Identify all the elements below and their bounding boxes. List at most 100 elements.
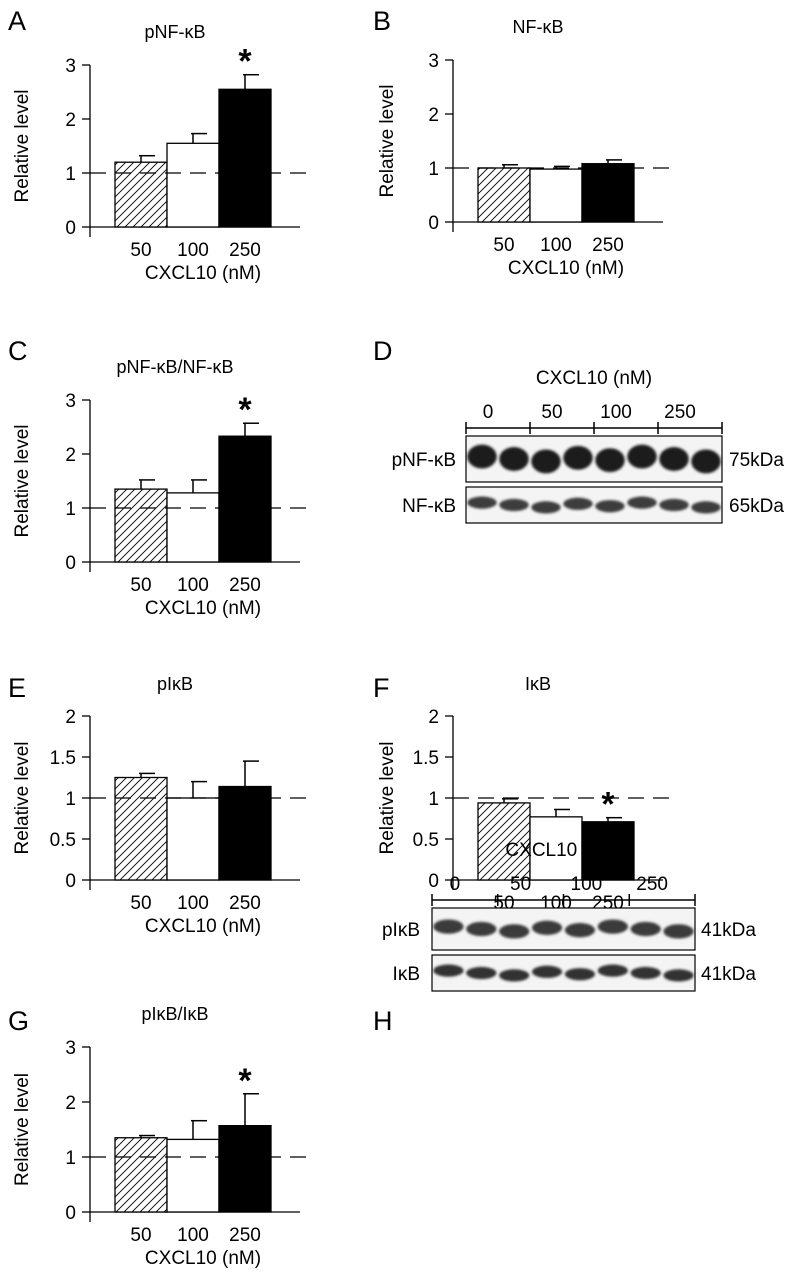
y-tick-label-g: 2 [65,1093,76,1114]
y-axis-label-f: Relative level [377,742,398,855]
blot-size-label-h: 41kDa [701,920,756,941]
blot-band-d [659,498,689,512]
x-axis-label-e: CXCL10 (nM) [145,916,261,937]
chart-title-b: NF-κB [513,17,564,37]
y-axis-label-g: Relative level [12,1073,33,1186]
y-axis-label-b: Relative level [377,85,398,198]
bar-a-250 [218,88,272,228]
blot-title-d: CXCL10 (nM) [536,368,652,389]
blot-band-d [627,444,657,469]
y-tick-label-g: 1 [65,1148,76,1169]
blot-band-h [531,920,563,935]
blot-band-d [691,449,721,474]
lane-group-label-h: 250 [636,874,668,895]
y-tick-label-a: 1 [65,164,76,185]
y-tick-label-e: 0.5 [50,830,76,851]
y-tick-label-e: 1 [65,789,76,810]
x-axis-label-g: CXCL10 (nM) [145,1248,261,1269]
y-tick-label-f: 2 [428,707,439,728]
bar-e-50 [114,776,168,881]
blot-band-h [663,924,694,939]
y-tick-label-c: 0 [65,553,76,574]
x-axis-label-a: CXCL10 (nM) [145,263,261,284]
significance-marker-a: * [238,43,252,81]
blot-band-d [467,444,497,469]
blot-band-h [630,921,661,937]
chart-g: pIκB/IκB Relative level 0 1 2 3 50 100 250 * CXCL1… [12,1004,308,1269]
x-tick-label-g: 100 [177,1225,209,1246]
panel-letter-c: C [8,336,28,366]
y-tick-label-e: 2 [65,707,76,728]
chart-title-g: pIκB/IκB [141,1004,208,1024]
x-tick-label-a: 50 [130,240,151,261]
blot-size-label-h: 41kDa [701,964,756,985]
x-tick-label-e: 250 [229,893,261,914]
panel-letter-b: B [373,6,391,36]
significance-marker-g: * [238,1062,252,1100]
blot-band-h [499,924,530,939]
x-tick-label-b: 100 [540,235,572,256]
x-tick-label-a: 250 [229,240,261,261]
y-tick-label-f: 1 [428,789,439,810]
bar-b-100 [529,168,583,223]
x-tick-label-c: 100 [177,575,209,596]
x-axis-label-b: CXCL10 (nM) [508,258,624,279]
y-tick-label-g: 0 [65,1203,76,1224]
x-tick-label-c: 250 [229,575,261,596]
panel-letter-f: F [373,673,390,703]
lane-group-label-h: 0 [450,874,461,895]
bar-g-250 [218,1125,272,1213]
chart-c: pNF-κB/NF-κB Relative level 0 1 2 3 50 100 250 * C… [12,357,308,619]
bar-b-50 [477,167,531,223]
blot-band-h [597,964,628,977]
blot-band-h [531,965,563,978]
significance-marker-c: * [238,391,252,429]
blot-band-h [433,964,464,977]
y-tick-label-c: 3 [65,391,76,412]
y-tick-label-g: 3 [65,1038,76,1059]
blot-band-h [597,919,628,934]
significance-marker-f: * [601,786,615,824]
bar-b-250 [581,163,635,223]
bar-g-50 [114,1137,168,1213]
blot-band-d [531,449,561,474]
blot-band-d [595,448,625,473]
x-tick-label-e: 100 [177,893,209,914]
x-tick-label-b: 250 [592,235,624,256]
y-tick-label-c: 1 [65,499,76,520]
bar-e-250 [218,785,272,881]
y-tick-label-f: 0 [428,871,439,892]
lane-group-label-d: 250 [664,402,696,423]
blot-band-d [563,445,593,470]
lane-group-label-h: 100 [571,874,603,895]
blot-band-h [499,969,530,982]
bar-c-50 [114,488,168,563]
panel-letter-d: D [373,336,393,366]
blot-band-h [433,919,464,934]
blot-row-label-d: pNF-κB [392,450,456,471]
blot-band-d [499,447,529,471]
bar-e-100 [166,797,220,881]
y-tick-label-a: 2 [65,110,76,131]
y-tick-label-a: 0 [65,218,76,239]
panel-letter-a: A [8,6,26,36]
bar-a-100 [166,142,220,228]
lane-group-label-d: 0 [483,402,494,423]
blot-row-label-h: pIκB [382,920,420,941]
blot-h: CXCL10 (nM) 0 50 100 250 pIκB 41kDa IκB 41kDa [382,840,756,992]
y-tick-label-c: 2 [65,445,76,466]
bar-a-50 [114,161,168,228]
x-tick-label-g: 250 [229,1225,261,1246]
blot-band-d [531,501,561,514]
x-tick-label-a: 100 [177,240,209,261]
lane-group-label-d: 100 [600,402,632,423]
y-tick-label-f: 1.5 [413,748,439,769]
blot-band-h [466,966,497,980]
y-tick-label-e: 0 [65,871,76,892]
blot-band-d [499,498,529,512]
